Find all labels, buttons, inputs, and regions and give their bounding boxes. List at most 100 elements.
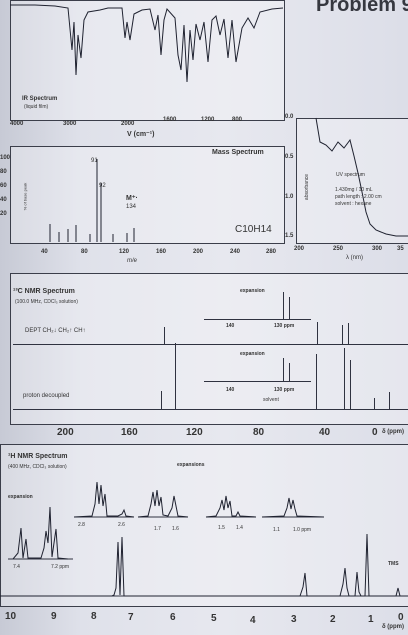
h1-tick-1-7: 1.7 <box>154 526 161 532</box>
uv-x-label: λ (nm) <box>346 255 363 261</box>
h1-x-9: 9 <box>51 611 57 622</box>
c13-x-40: 40 <box>319 427 331 438</box>
mass-x-240: 240 <box>230 249 241 255</box>
mass-peak-91: 91 <box>91 158 98 164</box>
c13-main-peak-5 <box>350 360 351 409</box>
h1-tick-1-5: 1.5 <box>218 525 225 531</box>
h1-expansion-1-0 <box>261 497 325 518</box>
ir-tick-4000: 4000 <box>10 121 24 127</box>
mass-x-label: m/e <box>127 258 138 264</box>
h1-tick-1-4: 1.4 <box>236 525 243 531</box>
h1-x-6: 6 <box>170 612 176 623</box>
mass-spectrum-label: Mass Spectrum <box>212 149 264 156</box>
mass-x-120: 120 <box>119 249 130 255</box>
uv-tick-0-5: 0.5 <box>285 154 294 160</box>
ir-tick-1200: 1200 <box>201 117 215 123</box>
h1-x-0: 0 <box>398 612 404 623</box>
ir-tick-3000: 3000 <box>63 121 77 127</box>
mass-y-100: 100 <box>0 155 11 161</box>
mass-y-20: 20 <box>0 211 7 217</box>
uv-y-label: absorbance <box>304 173 311 201</box>
mass-x-80: 80 <box>81 249 88 255</box>
uv-spectrum-trace <box>315 117 408 237</box>
uv-line-3: solvent : hexane <box>335 201 372 207</box>
h1-expansion-aromatic <box>8 506 73 560</box>
c13-expansion-top-peak2 <box>289 297 290 319</box>
c13-main-peak-6 <box>374 398 375 409</box>
c13-x-160: 160 <box>121 427 138 438</box>
uv-tick-1-0: 1.0 <box>285 194 294 200</box>
c13-x-80: 80 <box>253 427 265 438</box>
c13-main-baseline <box>13 409 408 410</box>
h1-tick-2-6: 2.6 <box>118 522 125 528</box>
h1-x-label: δ (ppm) <box>382 624 404 630</box>
h1-tick-7-4: 7.4 <box>13 564 20 570</box>
h1-nmr-panel <box>0 444 408 607</box>
mass-formula: C10H14 <box>235 224 272 235</box>
c13-expansion-top-frame <box>204 319 311 320</box>
h1-tick-1-6: 1.6 <box>172 526 179 532</box>
h1-expansion-1-6 <box>137 489 189 518</box>
uv-x-200: 200 <box>294 246 305 252</box>
uv-line-2: path length : 2.00 cm <box>335 194 382 200</box>
ir-tick-800: 800 <box>232 117 243 123</box>
mass-molecular-ion: M⁺· <box>126 195 138 202</box>
h1-x-2: 2 <box>330 614 336 625</box>
c13-main-peak-7 <box>389 392 390 409</box>
c13-x-120: 120 <box>186 427 203 438</box>
c13-sub-label: (100.0 MHz, CDCl₃ solution) <box>15 299 78 305</box>
c13-main-peak-3 <box>316 354 317 409</box>
c13-exp-tick-130: 130 ppm <box>274 323 295 329</box>
h1-tick-2-8: 2.8 <box>78 522 85 528</box>
c13-dept-peak-1 <box>164 327 165 344</box>
h1-expansion-label: expansion <box>8 494 33 500</box>
ir-label: IR Spectrum <box>22 96 58 102</box>
c13-solvent-label: solvent <box>263 397 279 403</box>
c13-dept-baseline <box>13 344 408 345</box>
c13-exp-tick-130-2: 130 ppm <box>274 387 295 393</box>
c13-expansion-top: expansion <box>240 288 265 294</box>
problem-title: Problem 9g <box>316 0 408 16</box>
mass-y-label: % of base peak <box>22 182 28 211</box>
h1-x-4: 4 <box>250 615 256 626</box>
uv-tick-0: 0.0 <box>285 114 294 120</box>
c13-dept-peak-3 <box>342 325 343 344</box>
ir-tick-1600: 1600 <box>163 117 177 123</box>
c13-dept-peak-4 <box>348 323 349 344</box>
ir-spectrum-panel <box>10 0 285 121</box>
mass-y-40: 40 <box>0 197 7 203</box>
uv-line-1: 1.430mg / 10 mL <box>335 187 373 193</box>
c13-nmr-panel <box>10 273 408 425</box>
uv-x-300: 300 <box>372 246 383 252</box>
c13-dept-label: DEPT CH₂↓ CH₂↑ CH↑ <box>25 328 86 334</box>
c13-dept-peak-2 <box>317 322 318 344</box>
mass-x-200: 200 <box>193 249 204 255</box>
h1-tick-1-1: 1.1 <box>273 527 280 533</box>
h1-x-5: 5 <box>211 613 217 624</box>
c13-expansion-top-peak <box>283 292 284 319</box>
c13-label: ¹³C NMR Spectrum <box>13 288 75 295</box>
ir-sub-label: (liquid film) <box>24 104 49 110</box>
mass-y-60: 60 <box>0 183 7 189</box>
h1-label: ¹H NMR Spectrum <box>8 453 68 460</box>
h1-sub-label: (400 MHz, CDCl₃ solution) <box>8 464 67 470</box>
uv-x-35: 35 <box>397 246 404 252</box>
h1-tick-7-2: 7.2 ppm <box>51 564 70 570</box>
mass-spectrum-bars <box>49 159 135 242</box>
uv-spectrum-panel <box>296 118 408 244</box>
mass-x-160: 160 <box>156 249 167 255</box>
uv-tick-1-5: 1.5 <box>285 233 294 239</box>
c13-expansion-bottom-peak <box>283 358 284 381</box>
h1-x-3: 3 <box>291 614 297 625</box>
mass-peak-92: 92 <box>99 183 106 189</box>
h1-expansions-label: expansions <box>177 462 205 468</box>
h1-expansion-2-7 <box>73 481 135 518</box>
h1-x-7: 7 <box>128 612 134 623</box>
h1-x-8: 8 <box>91 611 97 622</box>
c13-main-peak-1 <box>161 391 162 409</box>
c13-main-peak-4 <box>344 348 345 409</box>
mass-peak-134: 134 <box>126 204 137 210</box>
c13-decoupled-label: proton decoupled <box>23 393 70 399</box>
h1-tick-1-0: 1.0 ppm <box>293 527 312 533</box>
